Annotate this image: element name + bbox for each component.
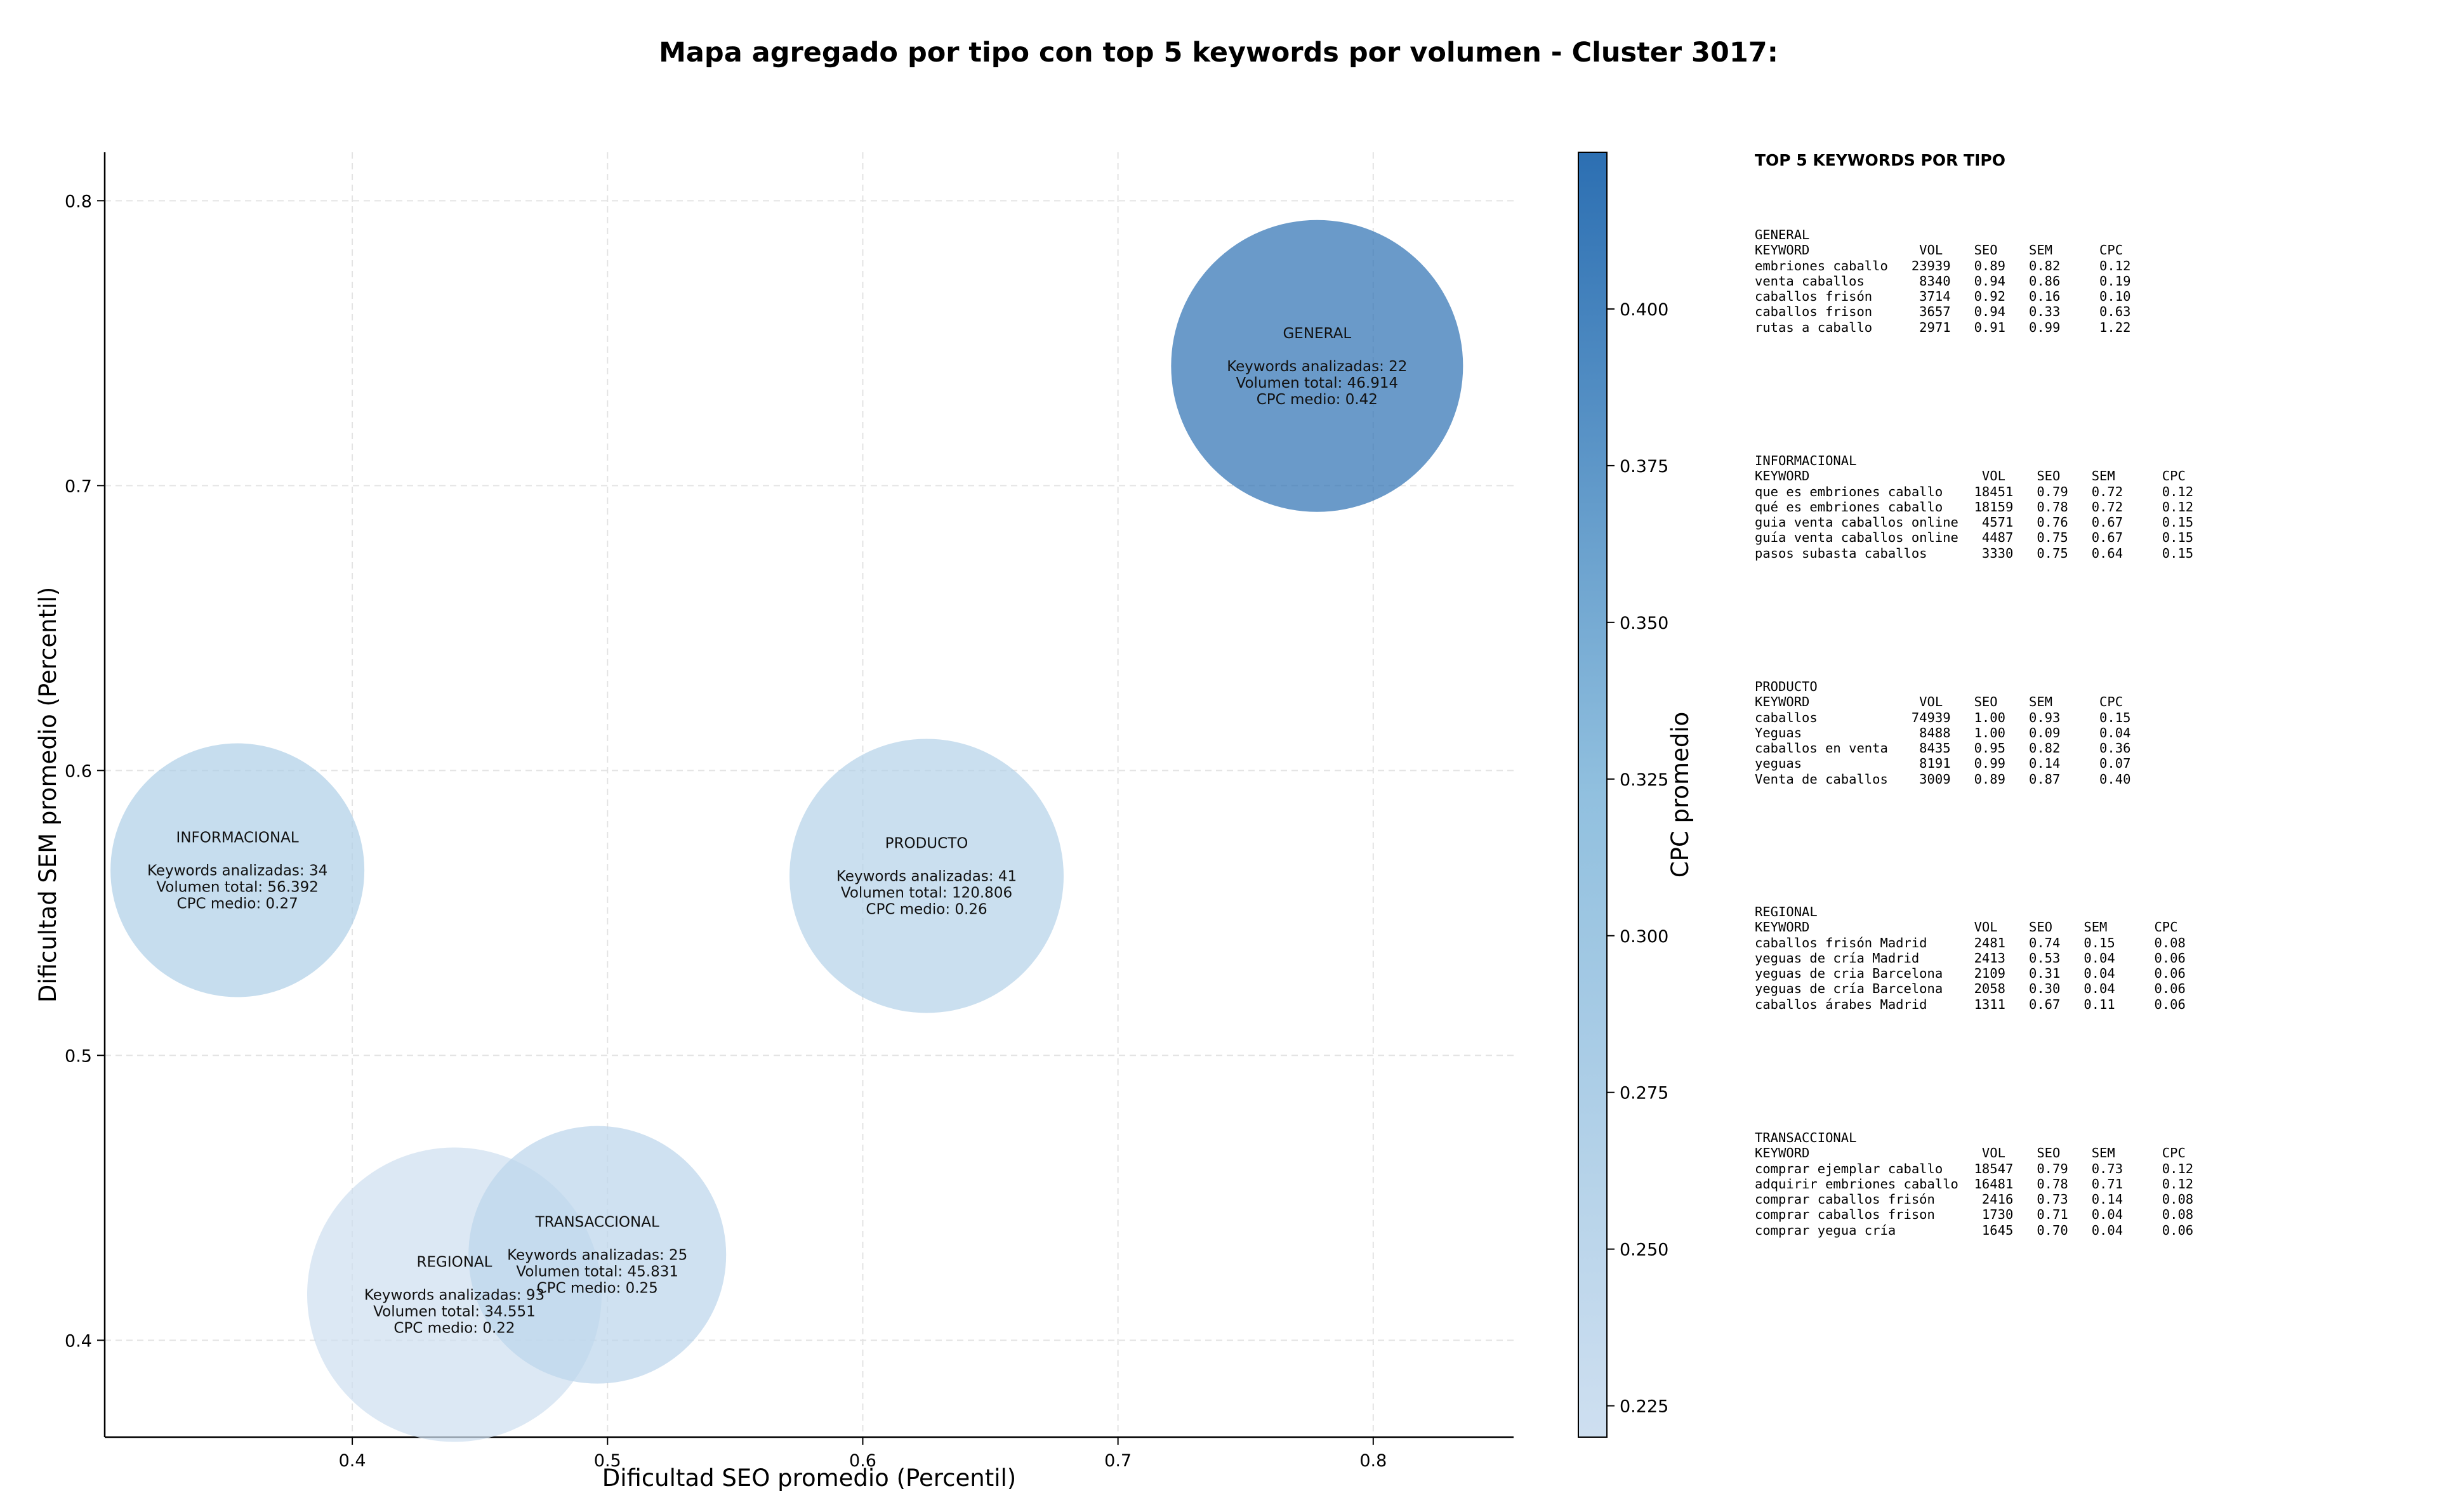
- x-tick-label: 0.4: [339, 1451, 366, 1471]
- bubble-info-line: Keywords analizadas: 34: [147, 862, 327, 879]
- bubble-info-line: Volumen total: 34.551: [373, 1303, 536, 1320]
- keyword-group-title: GENERAL: [1755, 227, 1810, 242]
- y-tick-label: 0.4: [65, 1331, 92, 1351]
- keyword-table-header: KEYWORD VOL SEO SEM CPC: [1755, 468, 2186, 484]
- colorbar-tick-label: 0.350: [1620, 614, 1668, 633]
- keyword-table-header: KEYWORD VOL SEO SEM CPC: [1755, 1145, 2186, 1161]
- keyword-row: caballos frison 3657 0.94 0.33 0.63: [1755, 304, 2131, 320]
- colorbar: [1578, 152, 1608, 1438]
- keyword-row: comprar yegua cría 1645 0.70 0.04 0.06: [1755, 1222, 2194, 1238]
- bubble-info-line: CPC medio: 0.42: [1257, 391, 1378, 408]
- keyword-group: TRANSACCIONAL KEYWORD VOL SEO SEM CPC comp…: [1755, 1130, 2193, 1238]
- keyword-row: caballos en venta 8435 0.95 0.82 0.36: [1755, 740, 2131, 756]
- bubble-info-line: Keywords analizadas: 25: [507, 1247, 687, 1264]
- colorbar-tick-label: 0.400: [1620, 300, 1668, 320]
- keyword-row: pasos subasta caballos 3330 0.75 0.64 0.…: [1755, 545, 2194, 561]
- keyword-row: que es embriones caballo 18451 0.79 0.72…: [1755, 483, 2194, 499]
- keyword-row: yeguas de cría Barcelona 2058 0.30 0.04 …: [1755, 981, 2186, 997]
- y-tick-label: 0.7: [65, 477, 92, 496]
- keyword-row: caballos 74939 1.00 0.93 0.15: [1755, 709, 2131, 725]
- keyword-group: PRODUCTO KEYWORD VOL SEO SEM CPC caballos …: [1755, 679, 2130, 787]
- bubble: [1171, 220, 1463, 512]
- bubble: [468, 1126, 727, 1384]
- y-axis-label: Dificultad SEM promedio (Percentil): [34, 587, 62, 1003]
- keyword-row: comprar caballos frisón 2416 0.73 0.14 0…: [1755, 1192, 2194, 1207]
- keyword-row: guía venta caballos online 4487 0.75 0.6…: [1755, 530, 2194, 546]
- bubble-info-line: Keywords analizadas: 22: [1227, 358, 1407, 375]
- y-tick-label: 0.8: [65, 192, 92, 211]
- colorbar-tick-label: 0.250: [1620, 1240, 1668, 1260]
- keyword-group-title: INFORMACIONAL: [1755, 453, 1857, 468]
- keyword-table-header: KEYWORD VOL SEO SEM CPC: [1755, 694, 2123, 710]
- x-tick-label: 0.7: [1104, 1451, 1132, 1471]
- colorbar-tick-label: 0.225: [1620, 1397, 1668, 1417]
- bubbles: [110, 220, 1463, 1442]
- keyword-row: Yeguas 8488 1.00 0.09 0.04: [1755, 725, 2131, 740]
- keyword-group-title: REGIONAL: [1755, 904, 1818, 919]
- x-tick-label: 0.8: [1359, 1451, 1387, 1471]
- keyword-row: guia venta caballos online 4571 0.76 0.6…: [1755, 515, 2194, 530]
- keyword-row: yeguas de cría Madrid 2413 0.53 0.04 0.0…: [1755, 950, 2186, 966]
- bubble-info-line: Keywords analizadas: 93: [364, 1287, 545, 1303]
- keyword-table-header: KEYWORD VOL SEO SEM CPC: [1755, 242, 2123, 258]
- keyword-row: comprar caballos frison 1730 0.71 0.04 0…: [1755, 1207, 2194, 1223]
- colorbar-tick-label: 0.375: [1620, 457, 1668, 477]
- keyword-row: embriones caballo 23939 0.89 0.82 0.12: [1755, 258, 2131, 273]
- keyword-table-header: KEYWORD VOL SEO SEM CPC: [1755, 919, 2178, 935]
- bubble-label: INFORMACIONAL: [176, 829, 299, 846]
- keyword-group-title: TRANSACCIONAL: [1755, 1130, 1857, 1145]
- colorbar-label: CPC promedio: [1667, 712, 1694, 878]
- keyword-table-title: TOP 5 KEYWORDS POR TIPO: [1755, 151, 2005, 169]
- keyword-row: caballos frisón 3714 0.92 0.16 0.10: [1755, 289, 2131, 305]
- keyword-row: rutas a caballo 2971 0.91 0.99 1.22: [1755, 319, 2131, 335]
- bubble: [110, 743, 365, 997]
- keyword-row: adquirir embriones caballo 16481 0.78 0.…: [1755, 1176, 2194, 1192]
- bubble-info-line: CPC medio: 0.22: [393, 1320, 515, 1336]
- bubble-label: TRANSACCIONAL: [535, 1214, 659, 1231]
- bubble-info-line: CPC medio: 0.27: [177, 895, 298, 912]
- keyword-row: Venta de caballos 3009 0.89 0.87 0.40: [1755, 771, 2131, 787]
- bubble-info-line: Volumen total: 56.392: [156, 879, 319, 895]
- x-tick-label: 0.6: [849, 1451, 876, 1471]
- y-tick-label: 0.5: [65, 1046, 92, 1066]
- keyword-row: caballos frisón Madrid 2481 0.74 0.15 0.…: [1755, 935, 2186, 950]
- x-tick-label: 0.5: [594, 1451, 621, 1471]
- bubble-label: REGIONAL: [416, 1254, 492, 1270]
- bubble-info-line: Keywords analizadas: 41: [836, 868, 1017, 884]
- keyword-row: yeguas 8191 0.99 0.14 0.07: [1755, 756, 2131, 772]
- bubble-info-line: Volumen total: 45.831: [516, 1264, 678, 1280]
- chart-title: Mapa agregado por tipo con top 5 keyword…: [659, 37, 1778, 69]
- colorbar-tick-label: 0.275: [1620, 1084, 1668, 1103]
- keyword-group: INFORMACIONAL KEYWORD VOL SEO SEM CPC que …: [1755, 453, 2193, 561]
- y-tick-label: 0.6: [65, 761, 92, 781]
- keyword-row: qué es embriones caballo 18159 0.78 0.72…: [1755, 499, 2194, 515]
- x-axis-label: Dificultad SEO promedio (Percentil): [602, 1464, 1016, 1492]
- keyword-group: GENERAL KEYWORD VOL SEO SEM CPC embriones …: [1755, 227, 2130, 335]
- keyword-row: caballos árabes Madrid 1311 0.67 0.11 0.…: [1755, 996, 2186, 1012]
- bubble-info-line: Volumen total: 46.914: [1236, 375, 1399, 391]
- keyword-row: comprar ejemplar caballo 18547 0.79 0.73…: [1755, 1160, 2194, 1176]
- bubble-label: PRODUCTO: [885, 835, 968, 851]
- bubble-info-line: CPC medio: 0.25: [537, 1280, 658, 1297]
- bubble-label: GENERAL: [1283, 325, 1351, 342]
- keyword-row: yeguas de cria Barcelona 2109 0.31 0.04 …: [1755, 966, 2186, 982]
- keyword-group-title: PRODUCTO: [1755, 679, 1818, 694]
- bubble-info-line: Volumen total: 120.806: [841, 884, 1012, 901]
- colorbar-tick-label: 0.300: [1620, 927, 1668, 947]
- keyword-group: REGIONAL KEYWORD VOL SEO SEM CPC caballos …: [1755, 904, 2186, 1012]
- bubble: [789, 739, 1064, 1013]
- colorbar-tick-label: 0.325: [1620, 770, 1668, 790]
- keyword-table: TOP 5 KEYWORDS POR TIPO GENERAL KEYWORD V…: [1755, 151, 2427, 1483]
- bubble-info-line: CPC medio: 0.26: [866, 901, 987, 917]
- keyword-row: venta caballos 8340 0.94 0.86 0.19: [1755, 273, 2131, 289]
